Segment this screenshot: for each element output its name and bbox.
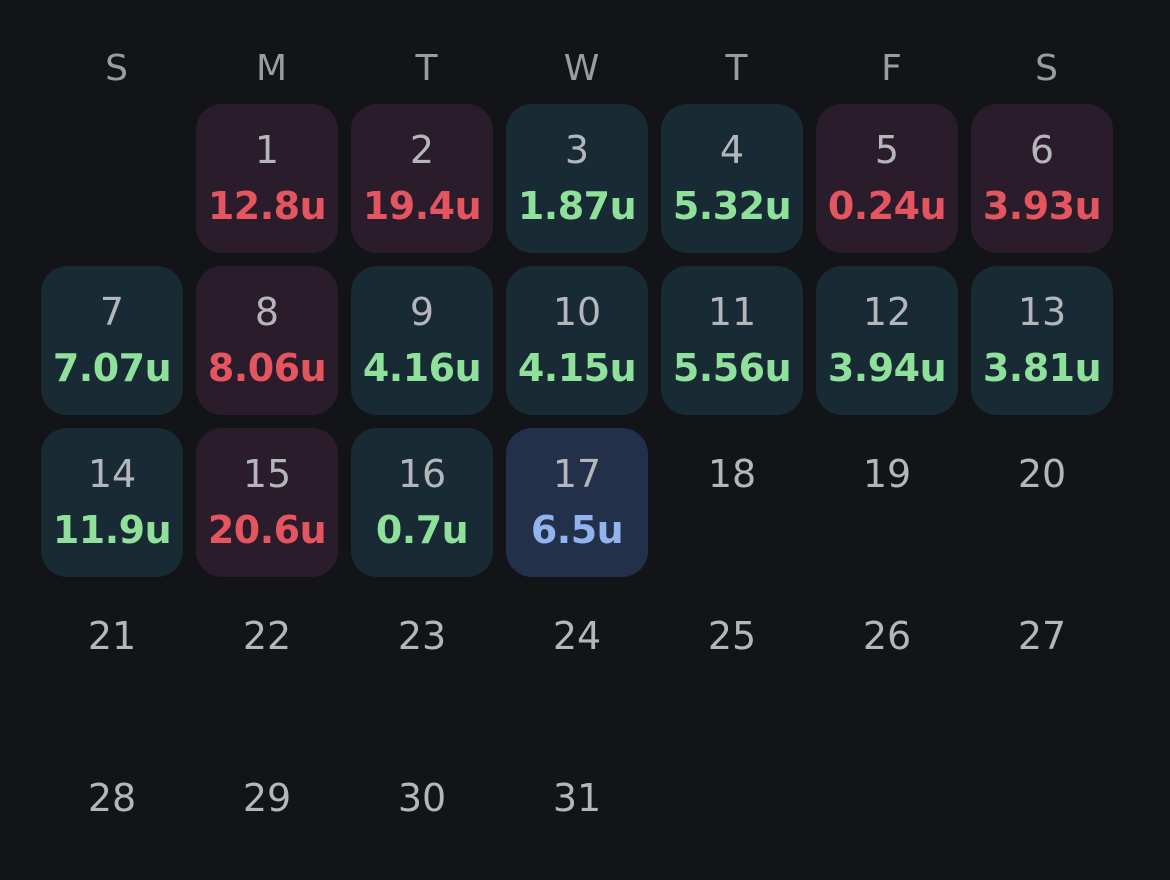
day-units-value: 6.5u — [530, 508, 624, 552]
day-number: 9 — [409, 290, 435, 334]
day-cell-13[interactable]: 13 3.81u — [971, 266, 1113, 415]
day-number: 14 — [87, 452, 137, 496]
day-cell-31[interactable]: 31 — [506, 752, 648, 880]
weekday-header: S M T W T F S — [41, 38, 1129, 98]
day-cell-18[interactable]: 18 — [661, 428, 803, 577]
day-units-value: 20.6u — [207, 508, 327, 552]
day-cell-27[interactable]: 27 — [971, 590, 1113, 739]
weekday-wednesday: W — [563, 47, 601, 89]
day-number: 31 — [552, 776, 602, 820]
day-cell-23[interactable]: 23 — [351, 590, 493, 739]
day-number: 6 — [1029, 128, 1055, 172]
day-cell-2[interactable]: 2 19.4u — [351, 104, 493, 253]
day-cell-3[interactable]: 3 1.87u — [506, 104, 648, 253]
day-cell-7[interactable]: 7 7.07u — [41, 266, 183, 415]
day-cell-17[interactable]: 17 6.5u — [506, 428, 648, 577]
day-units-value: 5.32u — [672, 184, 792, 228]
day-cell-8[interactable]: 8 8.06u — [196, 266, 338, 415]
day-number: 15 — [242, 452, 292, 496]
day-number: 23 — [397, 614, 447, 658]
day-units-value: 7.07u — [52, 346, 172, 390]
day-cell-14[interactable]: 14 11.9u — [41, 428, 183, 577]
day-units-value: 1.87u — [517, 184, 637, 228]
day-number: 22 — [242, 614, 292, 658]
day-number: 2 — [409, 128, 435, 172]
day-cell-5[interactable]: 5 0.24u — [816, 104, 958, 253]
day-number: 10 — [552, 290, 602, 334]
day-units-value: 8.06u — [207, 346, 327, 390]
weekday-monday: M — [255, 47, 289, 89]
day-number: 12 — [862, 290, 912, 334]
day-cell-4[interactable]: 4 5.32u — [661, 104, 803, 253]
day-number: 26 — [862, 614, 912, 658]
day-number: 25 — [707, 614, 757, 658]
day-number: 3 — [564, 128, 590, 172]
day-units-value: 3.81u — [982, 346, 1102, 390]
day-cell-1[interactable]: 1 12.8u — [196, 104, 338, 253]
day-number: 11 — [707, 290, 757, 334]
day-cell-9[interactable]: 9 4.16u — [351, 266, 493, 415]
day-cell-21[interactable]: 21 — [41, 590, 183, 739]
day-units-value: 3.94u — [827, 346, 947, 390]
day-number: 1 — [254, 128, 280, 172]
day-cell-22[interactable]: 22 — [196, 590, 338, 739]
day-units-value: 5.56u — [672, 346, 792, 390]
day-number: 4 — [719, 128, 745, 172]
day-cell-26[interactable]: 26 — [816, 590, 958, 739]
day-units-value: 0.24u — [827, 184, 947, 228]
day-number: 20 — [1017, 452, 1067, 496]
day-cell-6[interactable]: 6 3.93u — [971, 104, 1113, 253]
day-grid: 1 12.8u 2 19.4u 3 1.87u 4 5.32u 5 0.24u 6 3.93u 7 7.0… — [41, 104, 1129, 880]
day-number: 19 — [862, 452, 912, 496]
day-cell-28[interactable]: 28 — [41, 752, 183, 880]
day-cell-15[interactable]: 15 20.6u — [196, 428, 338, 577]
day-units-value: 3.93u — [982, 184, 1102, 228]
day-cell-11[interactable]: 11 5.56u — [661, 266, 803, 415]
day-cell-30[interactable]: 30 — [351, 752, 493, 880]
weekday-saturday: S — [1035, 47, 1059, 89]
day-number: 16 — [397, 452, 447, 496]
day-units-value: 4.16u — [362, 346, 482, 390]
day-cell-24[interactable]: 24 — [506, 590, 648, 739]
day-cell-19[interactable]: 19 — [816, 428, 958, 577]
day-number: 29 — [242, 776, 292, 820]
weekday-friday: F — [881, 47, 903, 89]
day-units-value: 11.9u — [52, 508, 172, 552]
day-cell-25[interactable]: 25 — [661, 590, 803, 739]
calendar: S M T W T F S 1 12.8u 2 19.4u 3 1.87u 4 5.32u 5 0… — [41, 38, 1129, 880]
day-number: 13 — [1017, 290, 1067, 334]
day-number: 27 — [1017, 614, 1067, 658]
weekday-sunday: S — [105, 47, 129, 89]
weekday-tuesday: T — [415, 47, 439, 89]
day-number: 8 — [254, 290, 280, 334]
day-units-value: 4.15u — [517, 346, 637, 390]
weekday-thursday: T — [725, 47, 749, 89]
day-number: 30 — [397, 776, 447, 820]
day-cell-16[interactable]: 16 0.7u — [351, 428, 493, 577]
day-cell-20[interactable]: 20 — [971, 428, 1113, 577]
day-cell-29[interactable]: 29 — [196, 752, 338, 880]
day-units-value: 12.8u — [207, 184, 327, 228]
day-units-value: 0.7u — [375, 508, 469, 552]
day-number: 21 — [87, 614, 137, 658]
day-cell-12[interactable]: 12 3.94u — [816, 266, 958, 415]
blank-cell — [41, 104, 183, 253]
day-number: 28 — [87, 776, 137, 820]
day-number: 17 — [552, 452, 602, 496]
day-units-value: 19.4u — [362, 184, 482, 228]
day-number: 7 — [99, 290, 125, 334]
day-number: 5 — [874, 128, 900, 172]
day-number: 24 — [552, 614, 602, 658]
day-number: 18 — [707, 452, 757, 496]
day-cell-10[interactable]: 10 4.15u — [506, 266, 648, 415]
